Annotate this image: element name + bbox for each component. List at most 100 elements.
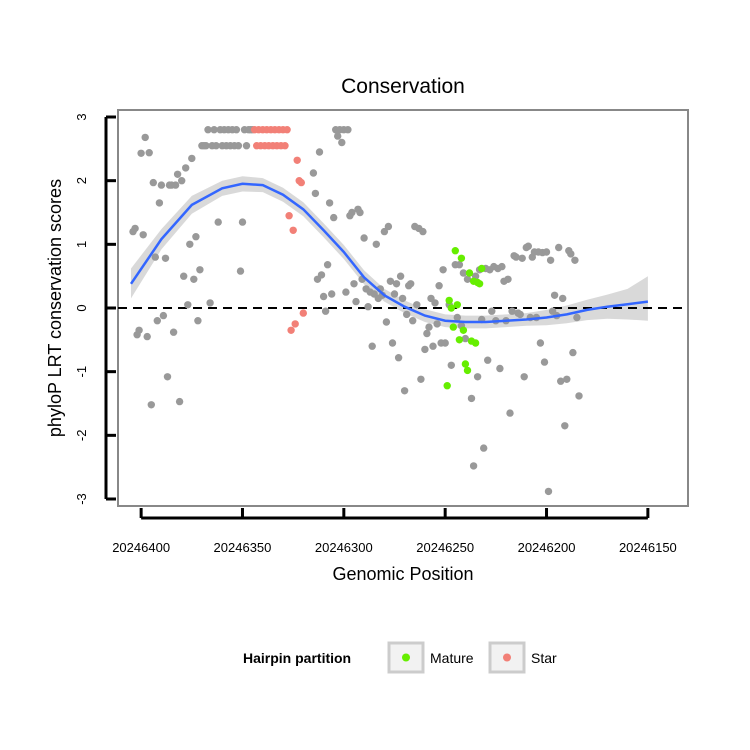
other-point: [139, 231, 147, 239]
other-point: [561, 422, 569, 430]
other-point: [386, 277, 395, 285]
other-point: [382, 318, 391, 326]
other-point: [425, 323, 433, 331]
other-point: [186, 240, 194, 248]
other-point: [496, 364, 504, 373]
other-point: [417, 375, 425, 383]
other-point: [236, 267, 245, 275]
star-point: [283, 126, 291, 134]
other-point: [403, 310, 411, 319]
other-point: [192, 233, 200, 241]
other-point: [559, 294, 567, 303]
other-point: [137, 149, 145, 157]
star-point: [289, 226, 297, 234]
legend-items: Mature Star: [387, 641, 557, 674]
other-point: [567, 250, 575, 258]
other-point: [175, 397, 184, 406]
other-point: [557, 377, 565, 385]
other-point: [173, 170, 182, 178]
other-point: [407, 280, 415, 288]
x-tick-label: 20246150: [619, 540, 677, 555]
mature-point: [451, 247, 459, 255]
star-point: [285, 212, 293, 220]
other-point: [356, 208, 364, 217]
other-point: [498, 262, 506, 271]
other-point: [488, 307, 496, 315]
legend-swatch-mature: [402, 653, 410, 662]
other-point: [180, 272, 188, 280]
other-point: [544, 487, 553, 496]
other-point: [309, 169, 318, 177]
other-point: [480, 444, 488, 452]
other-point: [321, 307, 330, 315]
mature-point: [445, 296, 453, 305]
mature-point: [461, 360, 470, 368]
other-point: [433, 320, 441, 328]
other-point: [159, 311, 168, 320]
legend-title: Hairpin partition: [243, 650, 351, 666]
other-point: [512, 253, 520, 261]
y-axis-label: phyloP LRT conservation scores: [45, 179, 65, 437]
other-point: [453, 313, 461, 322]
other-point: [163, 373, 172, 381]
other-point: [384, 222, 393, 231]
other-point: [151, 253, 159, 261]
other-point: [131, 224, 139, 233]
other-point: [182, 164, 190, 172]
legend-label-mature: Mature: [430, 650, 474, 666]
other-point: [135, 326, 143, 334]
y-tick-label: 2: [74, 177, 89, 184]
other-point: [423, 329, 431, 338]
other-point: [421, 345, 429, 354]
other-point: [196, 266, 204, 274]
other-point: [334, 132, 342, 140]
other-point: [536, 339, 545, 347]
mature-point: [453, 301, 461, 309]
other-point: [439, 266, 447, 274]
other-point: [419, 227, 427, 236]
other-point: [157, 181, 166, 189]
other-point: [542, 248, 551, 256]
star-point: [281, 142, 289, 150]
mature-point: [447, 304, 455, 312]
other-point: [484, 356, 492, 364]
chart-title: Conservation: [341, 75, 465, 98]
y-tick-label: -1: [74, 366, 89, 378]
other-point: [210, 126, 218, 134]
other-point: [317, 271, 326, 279]
smooth-line-group: [129, 182, 649, 324]
star-point: [291, 320, 299, 328]
other-point: [161, 254, 170, 262]
other-point: [575, 392, 583, 400]
other-point: [469, 462, 478, 470]
other-point: [504, 275, 512, 283]
other-point: [571, 256, 579, 264]
other-point: [171, 181, 180, 189]
star-point: [293, 156, 301, 164]
other-point: [455, 261, 464, 269]
other-point: [398, 294, 407, 303]
mature-point: [459, 326, 468, 334]
other-point: [520, 373, 528, 381]
other-point: [202, 142, 210, 150]
other-point: [338, 138, 346, 147]
other-point: [550, 291, 559, 299]
other-point: [400, 387, 409, 395]
other-point: [352, 297, 360, 306]
other-point: [184, 301, 192, 309]
mature-point: [465, 269, 474, 277]
x-tick-label: 20246400: [112, 540, 170, 555]
mature-point: [443, 382, 451, 390]
other-point: [573, 313, 581, 322]
other-point: [569, 348, 577, 357]
star-point: [297, 178, 305, 187]
x-tick-label: 20246300: [315, 540, 373, 555]
other-point: [546, 256, 555, 264]
other-point: [409, 317, 417, 325]
other-point: [563, 375, 571, 383]
other-point: [540, 358, 549, 366]
x-axis-label: Genomic Position: [332, 564, 473, 584]
points-group: [129, 126, 583, 496]
other-point: [429, 342, 437, 350]
